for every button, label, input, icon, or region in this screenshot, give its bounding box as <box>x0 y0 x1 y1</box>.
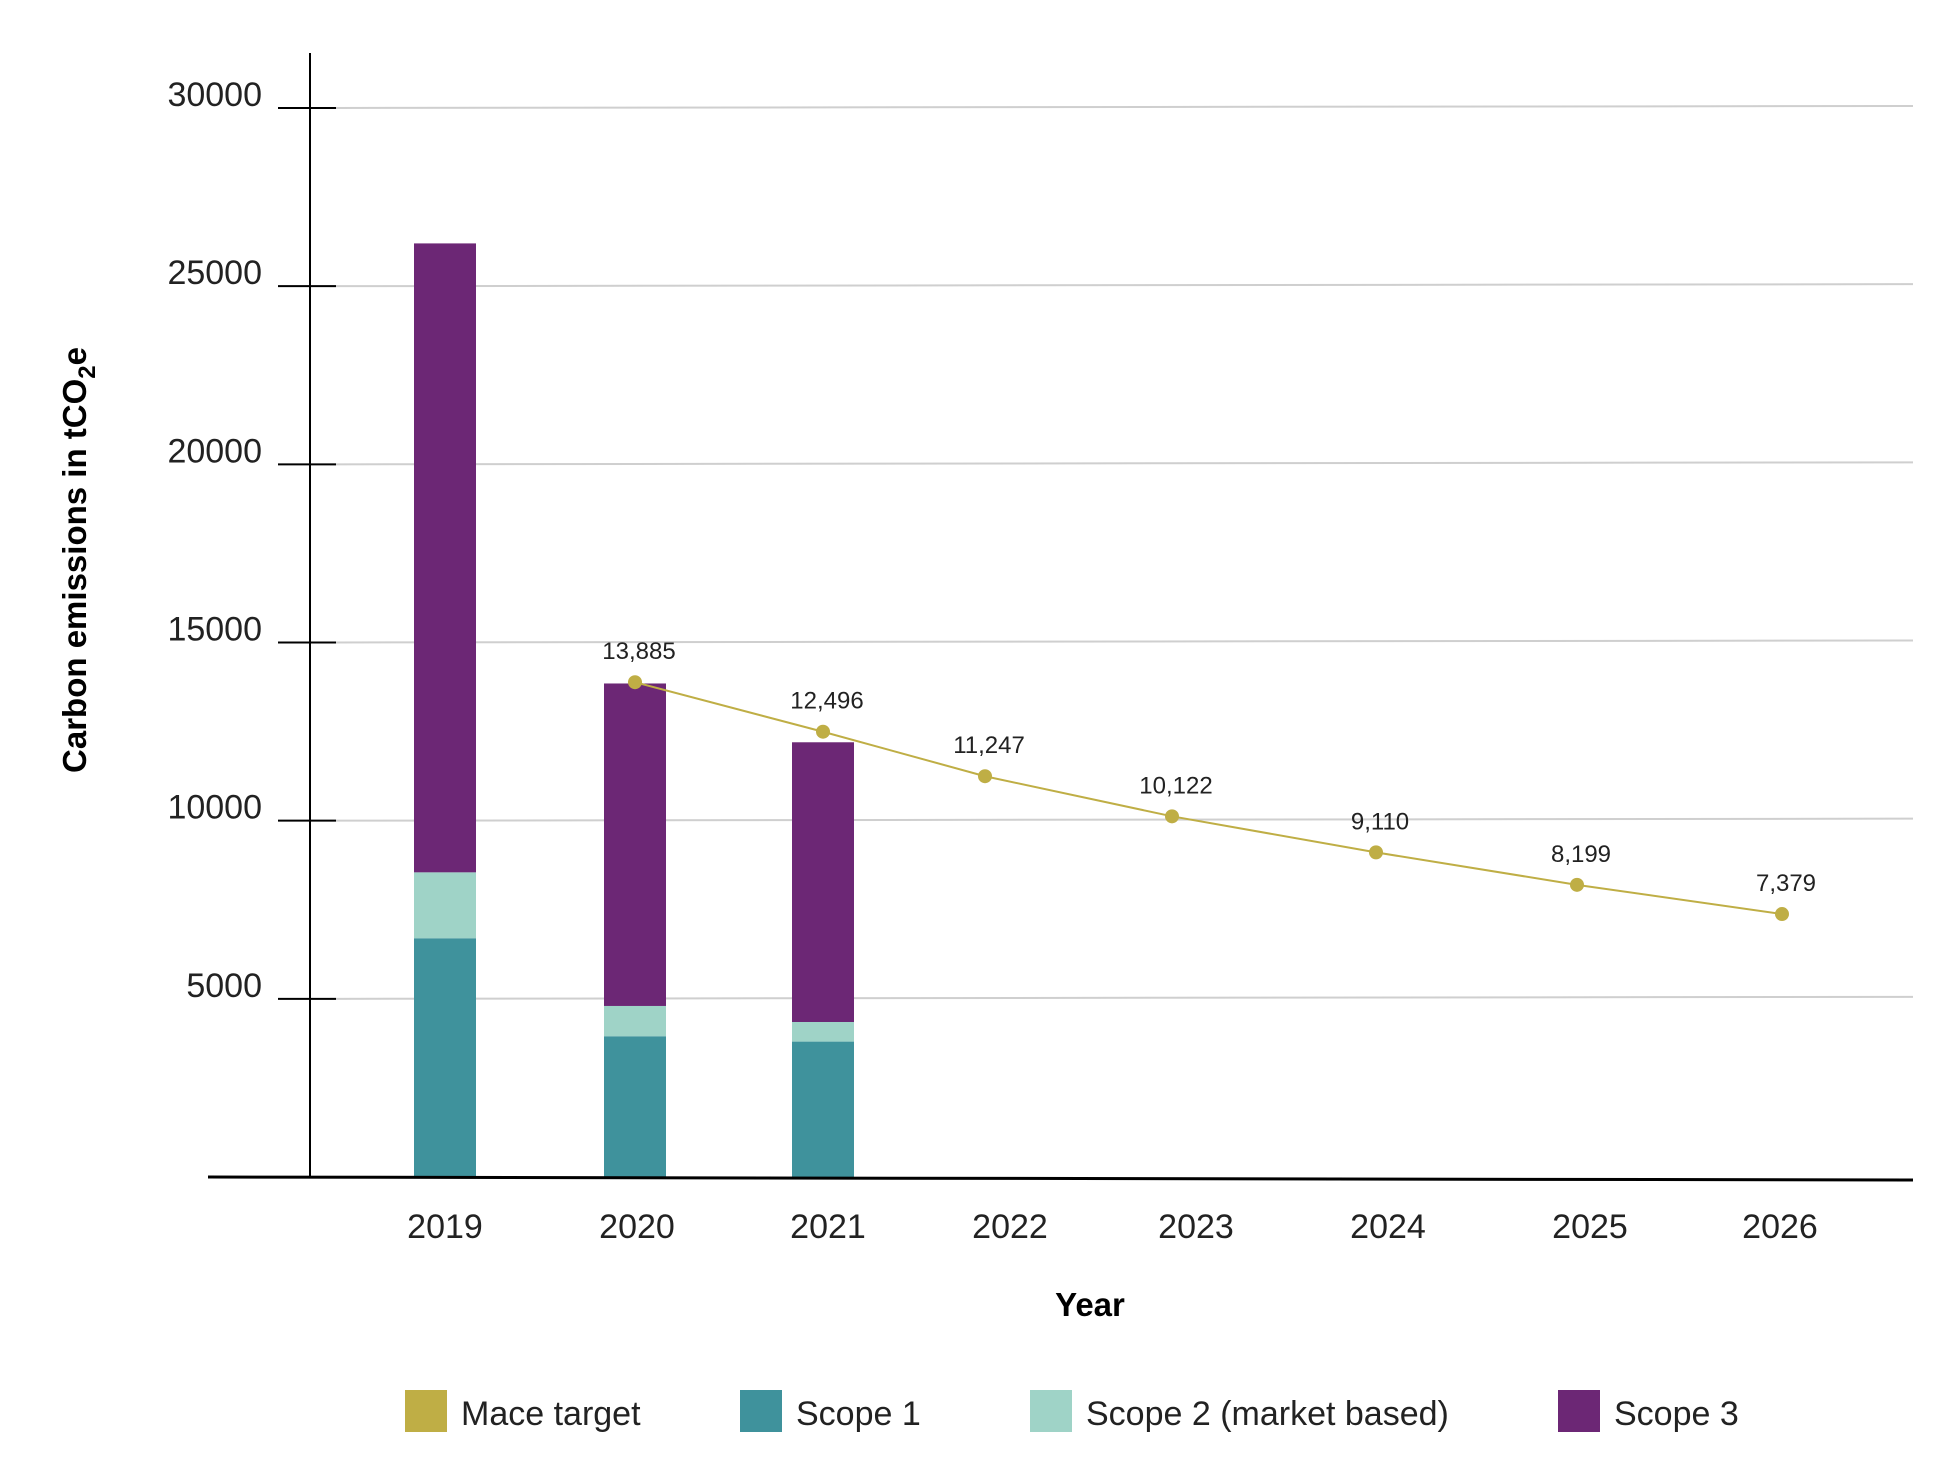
y-tick-label: 10000 <box>167 789 262 827</box>
gridline <box>329 817 1914 822</box>
y-axis-title-suffix: e <box>56 347 93 365</box>
bar-segment-scope-2-market-based <box>792 1021 854 1042</box>
legend-label: Scope 1 <box>796 1395 921 1433</box>
target-data-label: 9,110 <box>1351 808 1409 835</box>
bar-segment-scope-2-market-based <box>414 872 476 939</box>
target-point <box>1775 907 1789 922</box>
target-data-label: 13,885 <box>602 638 675 665</box>
legend-label: Scope 2 (market based) <box>1086 1395 1449 1433</box>
legend-swatch <box>405 1390 447 1432</box>
x-tick-label: 2019 <box>407 1208 483 1246</box>
x-tick-label: 2021 <box>790 1208 866 1246</box>
target-data-label: 8,199 <box>1551 841 1611 868</box>
y-tick-label: 5000 <box>186 967 262 1005</box>
x-tick-label: 2020 <box>599 1208 675 1246</box>
target-data-label: 11,247 <box>953 732 1025 759</box>
y-axis-title-subscript: 2 <box>74 365 101 378</box>
target-line: 13,885 12,496 11,247 10,122 9,110 8,199 7,379 <box>602 638 1816 922</box>
target-point <box>1570 877 1584 892</box>
bar-segment-scope-3 <box>604 683 666 1006</box>
target-data-label: 10,122 <box>1139 772 1212 799</box>
y-tick-label: 25000 <box>167 254 262 292</box>
gridlines <box>329 105 1914 1000</box>
x-tick-label: 2023 <box>1158 1208 1234 1246</box>
target-point <box>978 769 992 784</box>
target-point <box>1369 845 1383 860</box>
x-tick-label: 2022 <box>972 1208 1048 1246</box>
legend-swatch <box>1558 1390 1600 1432</box>
axes <box>207 53 1914 1182</box>
target-data-label: 12,496 <box>790 688 863 715</box>
bars <box>414 243 854 1177</box>
y-tick-label: 15000 <box>167 611 262 649</box>
legend-swatch <box>1030 1390 1072 1432</box>
legend-swatch <box>740 1390 782 1432</box>
gridline <box>329 105 1914 109</box>
legend: Mace target Scope 1 Scope 2 (market based)… <box>405 1390 1739 1433</box>
legend-item: Scope 2 (market based) <box>1030 1390 1449 1433</box>
bar-segment-scope-1 <box>414 938 476 1177</box>
gridline <box>329 283 1914 288</box>
x-axis-line <box>207 1175 1914 1182</box>
x-axis-title: Year <box>1055 1286 1125 1323</box>
bar-segment-scope-3 <box>414 243 476 873</box>
gridline <box>329 639 1914 644</box>
bar-segment-scope-1 <box>604 1036 666 1177</box>
y-axis-title-prefix: Carbon emissions in tCO <box>56 379 93 773</box>
x-tick-label: 2024 <box>1350 1208 1426 1246</box>
target-data-label: 7,379 <box>1756 870 1816 897</box>
x-tick-label: 2025 <box>1552 1208 1628 1246</box>
legend-item: Mace target <box>405 1390 641 1433</box>
bar-segment-scope-1 <box>792 1041 854 1177</box>
legend-item: Scope 3 <box>1558 1390 1739 1433</box>
bar-segment-scope-2-market-based <box>604 1005 666 1037</box>
legend-label: Scope 3 <box>1614 1395 1739 1433</box>
target-point <box>1165 809 1179 824</box>
gridline <box>329 995 1914 1000</box>
target-point <box>628 675 642 690</box>
y-axis-title: Carbon emissions in tCO2e <box>56 347 101 773</box>
legend-item: Scope 1 <box>740 1390 921 1433</box>
y-tick-label: 30000 <box>167 76 262 114</box>
gridline <box>329 461 1914 466</box>
x-tick-label: 2026 <box>1742 1208 1818 1246</box>
legend-label: Mace target <box>461 1395 641 1433</box>
x-ticks: 2019 2020 2021 2022 2023 2024 2025 2026 <box>407 1208 1818 1246</box>
y-tick-label: 20000 <box>167 432 262 470</box>
bar-segment-scope-3 <box>792 742 854 1022</box>
target-point <box>816 724 830 739</box>
y-ticks: 5000 10000 15000 20000 25000 30000 <box>167 76 336 1005</box>
